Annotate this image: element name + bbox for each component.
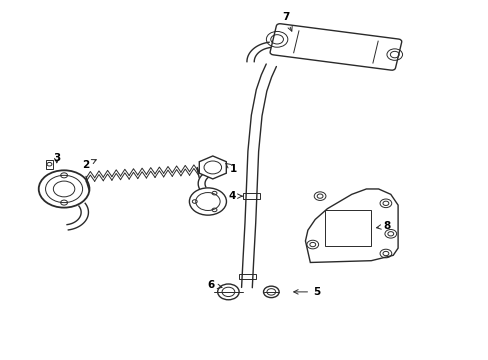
Text: 1: 1 (225, 163, 236, 174)
Text: 3: 3 (53, 153, 61, 163)
Text: 6: 6 (207, 280, 222, 290)
Text: 8: 8 (376, 221, 390, 231)
Polygon shape (305, 189, 397, 262)
Polygon shape (199, 156, 226, 179)
Text: 7: 7 (282, 12, 292, 31)
Text: 5: 5 (293, 287, 320, 297)
FancyBboxPatch shape (269, 24, 401, 70)
Text: 4: 4 (228, 191, 242, 201)
Text: 2: 2 (82, 159, 96, 170)
